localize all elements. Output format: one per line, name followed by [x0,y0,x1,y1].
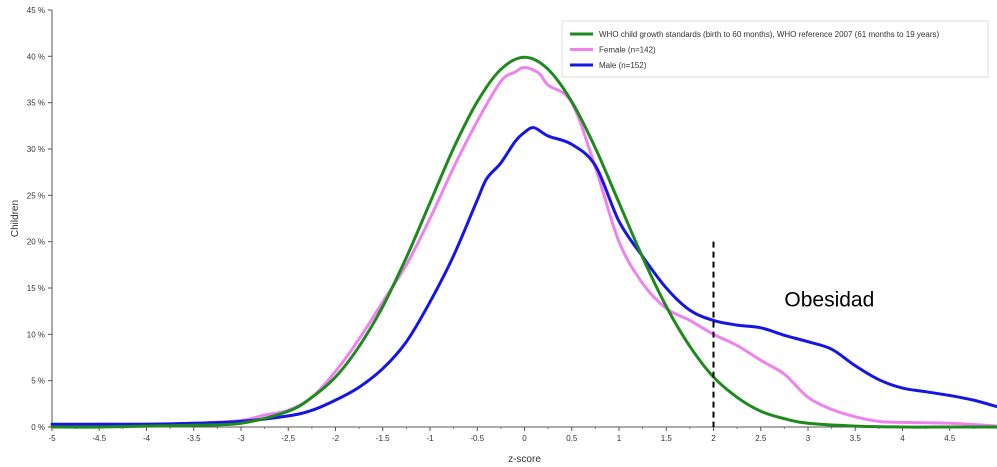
x-tick-label: 2.5 [755,434,767,443]
y-tick-label: 45 % [27,6,45,15]
x-tick-label: -0.5 [470,434,484,443]
x-tick-label: -5 [48,434,56,443]
x-tick-label: -1.5 [376,434,390,443]
y-axis-title: Children [10,200,21,237]
x-tick-label: -3 [237,434,245,443]
y-tick-label: 15 % [27,284,45,293]
y-tick-label: 25 % [27,191,45,200]
x-tick-label: 4 [900,434,905,443]
x-tick-label: 1 [617,434,622,443]
x-tick-label: -3.5 [187,434,201,443]
series-line-who-reference [50,55,997,429]
legend-box [561,20,989,78]
x-tick-label: -2 [332,434,340,443]
legend: WHO child growth standards (birth to 60 … [561,20,989,78]
series-layer [50,55,997,429]
series-line-male [50,126,997,426]
x-tick-label: 4.5 [944,434,956,443]
x-tick-label: -2.5 [281,434,295,443]
y-tick-label: 40 % [27,52,45,61]
x-tick-label: 1.5 [661,434,673,443]
y-tick-label: 20 % [27,238,45,247]
x-tick-label: 0.5 [566,434,578,443]
y-tick-label: 10 % [27,330,45,339]
legend-entry: Male (n=152) [599,61,647,70]
x-tick-label: 2 [711,434,716,443]
x-tick-label: 3 [806,434,811,443]
x-tick-label: 0 [522,434,527,443]
y-tick-label: 35 % [27,99,45,108]
y-tick-label: 30 % [27,145,45,154]
y-tick-label: 5 % [31,377,45,386]
obesity-annotation-label: Obesidad [784,289,874,312]
x-axis-title: z-score [508,454,541,465]
legend-entry: Female (n=142) [599,46,656,55]
x-tick-label: -1 [426,434,434,443]
y-tick-label: 0 % [31,423,45,432]
legend-entry: WHO child growth standards (birth to 60 … [599,30,939,39]
axes: 0 % 5 % 10 % 15 % 20 % 25 % 30 % 35 % 40 % 45 % -5… [10,6,997,465]
x-tick-label: -4.5 [92,434,106,443]
x-tick-label: -4 [143,434,151,443]
annotation-layer: Obesidad [712,241,874,427]
x-tick-label: 3.5 [850,434,862,443]
